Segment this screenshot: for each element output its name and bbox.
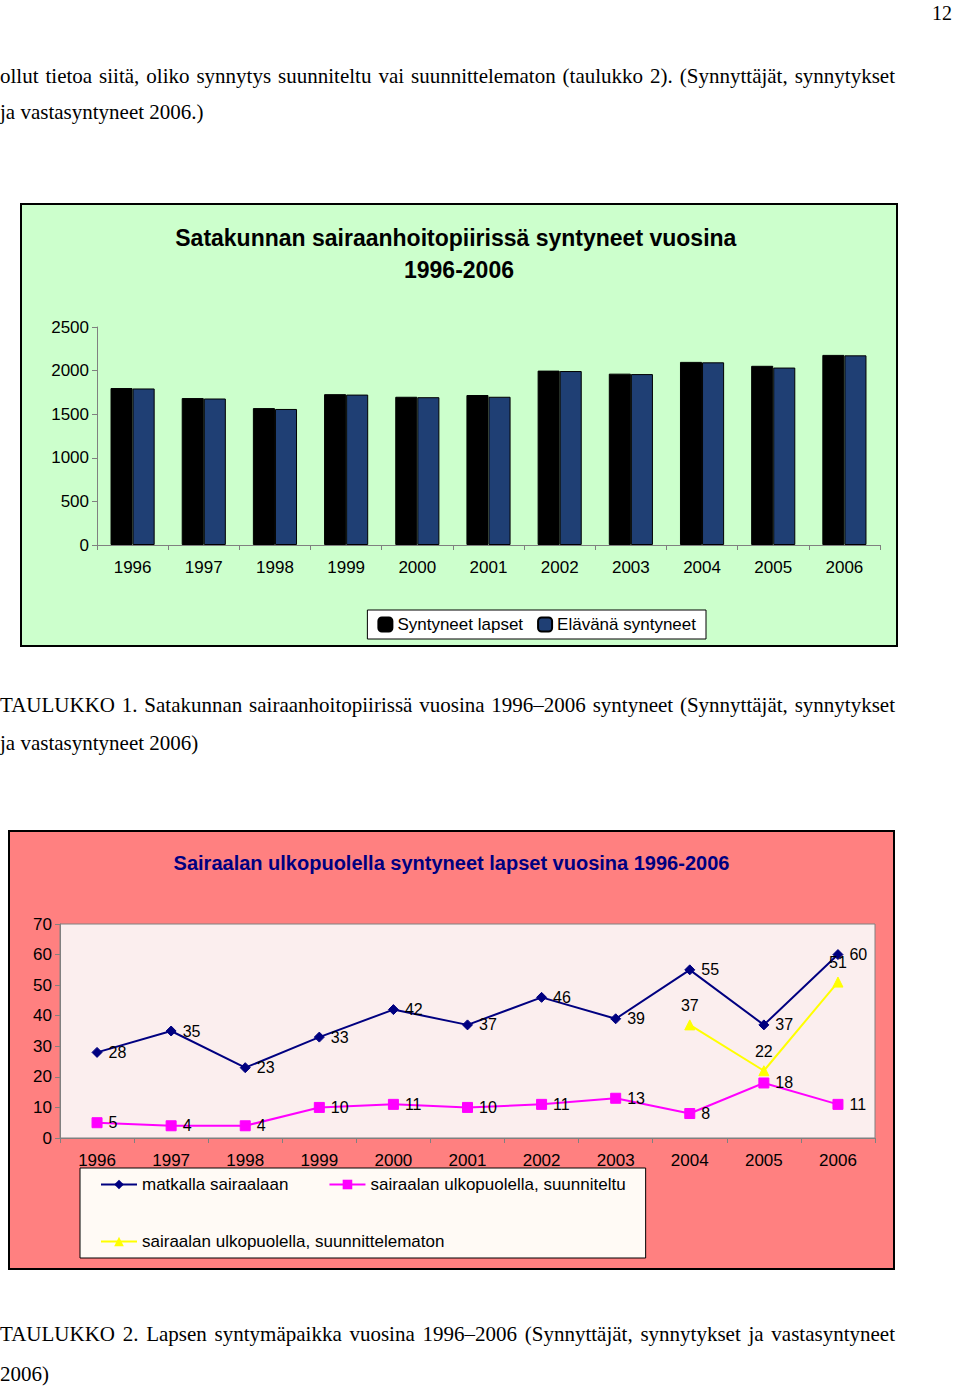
- svg-text:4: 4: [257, 1117, 266, 1134]
- svg-text:2001: 2001: [449, 1151, 487, 1170]
- svg-text:39: 39: [627, 1010, 645, 1027]
- svg-text:30: 30: [33, 1037, 52, 1056]
- html-text:TAULUKKO 1. Satakunnan sairaan: TAULUKKO 1. Satakunnan sairaanhoitopiiri…: [0, 693, 895, 755]
- svg-text:5: 5: [109, 1114, 118, 1131]
- svg-text:2000: 2000: [398, 558, 436, 577]
- svg-text:2004: 2004: [671, 1151, 709, 1170]
- svg-text:55: 55: [701, 961, 719, 978]
- svg-text:1996-2006: 1996-2006: [404, 257, 514, 283]
- svg-text:46: 46: [553, 989, 571, 1006]
- svg-text:2005: 2005: [754, 558, 792, 577]
- svg-text:2002: 2002: [523, 1151, 561, 1170]
- svg-text:1999: 1999: [327, 558, 365, 577]
- svg-text:2000: 2000: [374, 1151, 412, 1170]
- svg-text:70: 70: [33, 915, 52, 934]
- svg-text:23: 23: [257, 1059, 275, 1076]
- html-text:12: 12: [932, 2, 952, 24]
- svg-text:13: 13: [627, 1090, 645, 1107]
- svg-text:60: 60: [849, 946, 867, 963]
- svg-text:4: 4: [183, 1117, 192, 1134]
- svg-text:1999: 1999: [300, 1151, 338, 1170]
- svg-text:2002: 2002: [541, 558, 579, 577]
- svg-text:22: 22: [755, 1043, 773, 1060]
- svg-text:matkalla sairaalaan: matkalla sairaalaan: [142, 1175, 288, 1194]
- svg-text:Sairaalan ulkopuolella syntyne: Sairaalan ulkopuolella syntyneet lapset …: [174, 852, 730, 874]
- svg-text:sairaalan ulkopuolella, suunni: sairaalan ulkopuolella, suunniteltu: [370, 1175, 625, 1194]
- svg-text:11: 11: [849, 1096, 866, 1113]
- svg-text:60: 60: [33, 945, 52, 964]
- svg-text:Syntyneet lapset: Syntyneet lapset: [397, 615, 523, 634]
- svg-text:2006: 2006: [825, 558, 863, 577]
- svg-text:40: 40: [33, 1006, 52, 1025]
- svg-text:8: 8: [701, 1105, 710, 1122]
- svg-text:2005: 2005: [745, 1151, 783, 1170]
- svg-text:1996: 1996: [78, 1151, 116, 1170]
- svg-text:2000: 2000: [51, 361, 89, 380]
- svg-text:20: 20: [33, 1067, 52, 1086]
- svg-text:33: 33: [331, 1029, 349, 1046]
- svg-text:2003: 2003: [612, 558, 650, 577]
- svg-text:50: 50: [33, 976, 52, 995]
- svg-text:1500: 1500: [51, 405, 89, 424]
- svg-text:500: 500: [61, 492, 89, 511]
- svg-text:Satakunnan sairaanhoitopiiriss: Satakunnan sairaanhoitopiirissä syntynee…: [175, 225, 743, 251]
- svg-text:1997: 1997: [152, 1151, 190, 1170]
- svg-text:28: 28: [109, 1044, 127, 1061]
- svg-text:10: 10: [33, 1098, 52, 1117]
- svg-text:1997: 1997: [185, 558, 223, 577]
- svg-text:11: 11: [405, 1096, 422, 1113]
- svg-text:2003: 2003: [597, 1151, 635, 1170]
- svg-text:2006: 2006: [819, 1151, 857, 1170]
- svg-text:2500: 2500: [51, 318, 89, 337]
- svg-text:37: 37: [681, 997, 699, 1014]
- svg-text:37: 37: [479, 1016, 497, 1033]
- svg-text:10: 10: [479, 1099, 497, 1116]
- svg-text:1998: 1998: [226, 1151, 264, 1170]
- svg-text:11: 11: [553, 1096, 570, 1113]
- svg-text:51: 51: [829, 954, 847, 971]
- svg-text:2001: 2001: [470, 558, 508, 577]
- svg-text:sairaalan ulkopuolella, suunni: sairaalan ulkopuolella, suunnittelematon: [142, 1232, 444, 1251]
- svg-text:0: 0: [80, 536, 89, 555]
- svg-text:1000: 1000: [51, 448, 89, 467]
- svg-text:0: 0: [43, 1129, 52, 1148]
- svg-text:35: 35: [183, 1023, 201, 1040]
- html-text:ollut tietoa siitä, oliko synn: ollut tietoa siitä, oliko synnytys suunn…: [0, 64, 895, 124]
- svg-text:1998: 1998: [256, 558, 294, 577]
- svg-text:10: 10: [331, 1099, 349, 1116]
- svg-text:18: 18: [775, 1074, 793, 1091]
- svg-text:42: 42: [405, 1001, 423, 1018]
- svg-text:37: 37: [775, 1016, 793, 1033]
- svg-text:Elävänä syntyneet: Elävänä syntyneet: [557, 615, 696, 634]
- html-text:TAULUKKO 2. Lapsen syntymäpaik: TAULUKKO 2. Lapsen syntymäpaikka vuosina…: [0, 1322, 895, 1386]
- svg-text:1996: 1996: [114, 558, 152, 577]
- svg-text:2004: 2004: [683, 558, 721, 577]
